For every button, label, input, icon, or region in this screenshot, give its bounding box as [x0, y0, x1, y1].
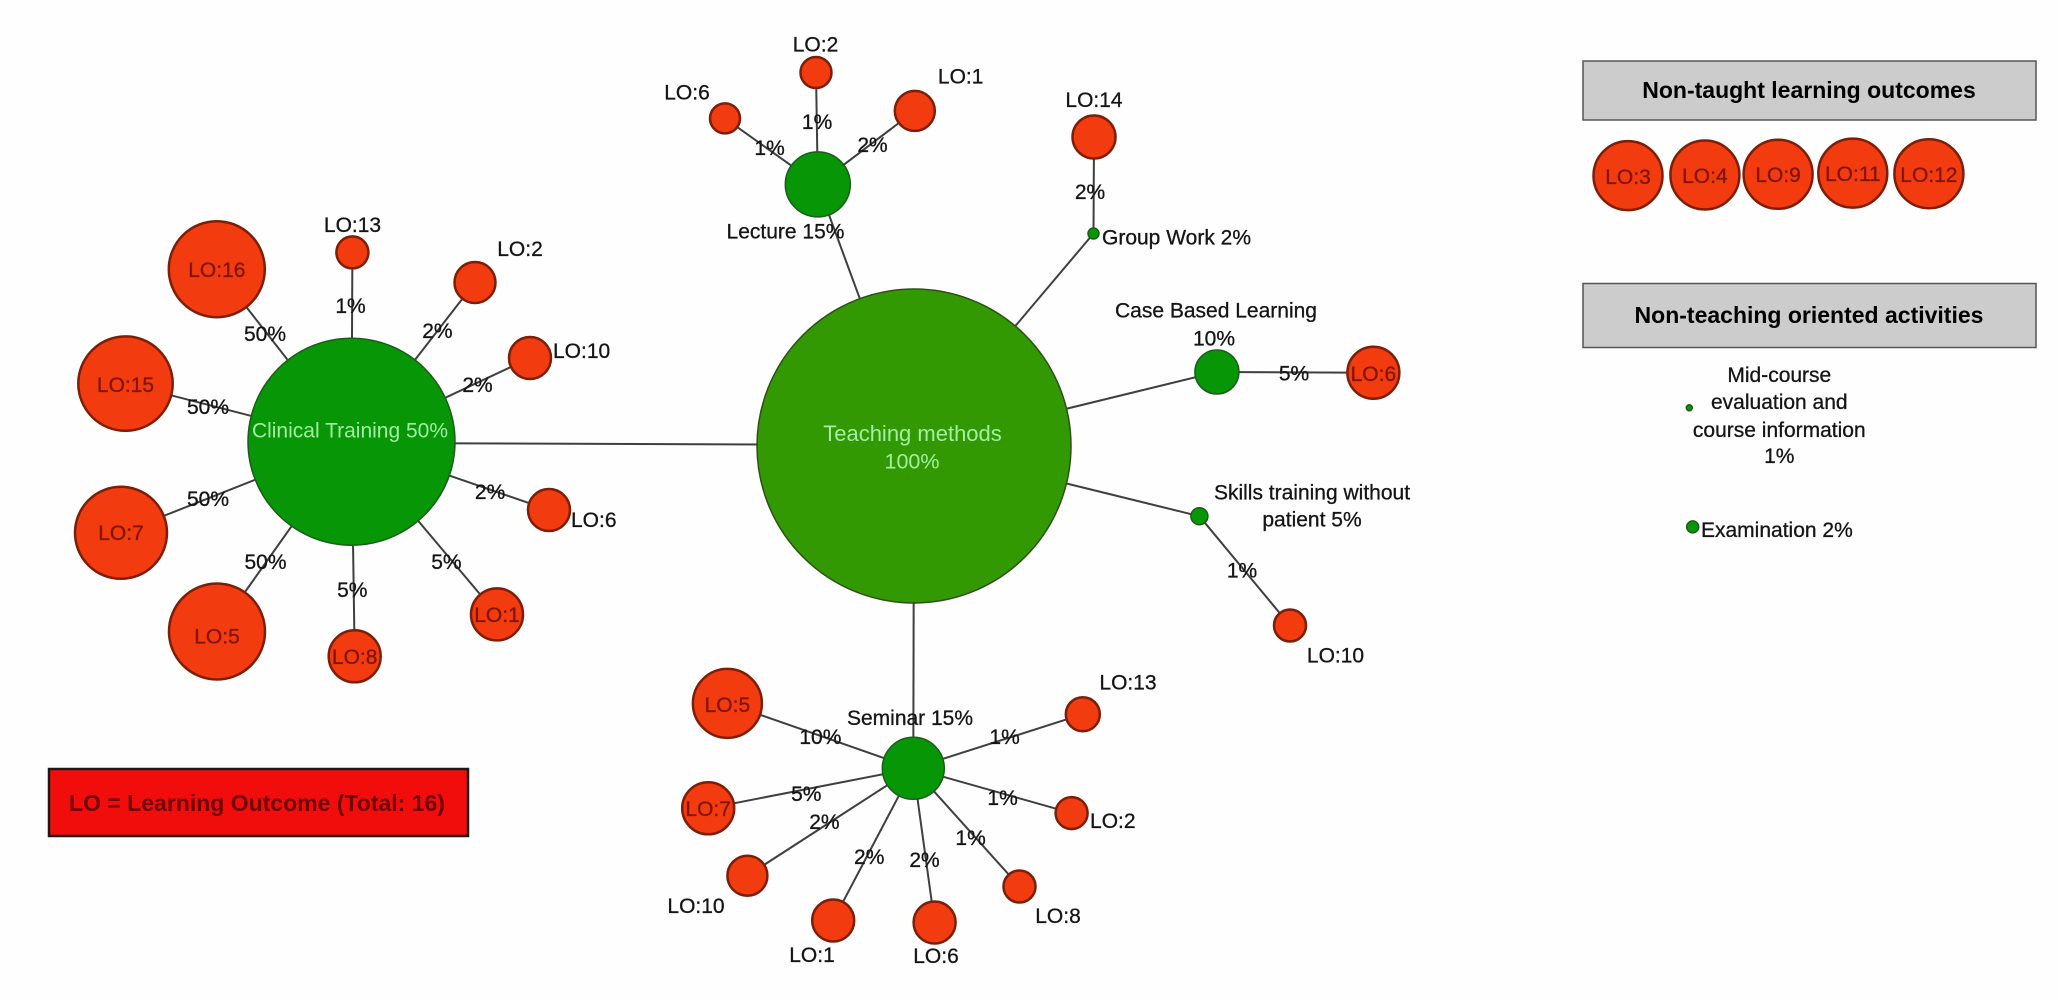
svg-text:2%: 2%	[475, 481, 505, 504]
svg-text:50%: 50%	[187, 396, 229, 419]
svg-text:LO:6: LO:6	[664, 82, 710, 105]
svg-text:LO:12: LO:12	[1900, 164, 1957, 187]
svg-text:100%: 100%	[885, 450, 940, 474]
svg-text:1%: 1%	[987, 787, 1017, 810]
svg-text:patient 5%: patient 5%	[1262, 509, 1361, 532]
svg-text:LO:8: LO:8	[1035, 905, 1081, 928]
svg-text:50%: 50%	[187, 488, 229, 511]
svg-text:Non-teaching oriented activiti: Non-teaching oriented activities	[1635, 302, 1984, 328]
svg-text:LO:2: LO:2	[1090, 810, 1136, 833]
svg-text:2%: 2%	[854, 846, 884, 869]
svg-text:course information: course information	[1693, 419, 1866, 442]
svg-text:LO:10: LO:10	[553, 340, 610, 363]
svg-text:LO:1: LO:1	[789, 944, 835, 967]
svg-text:LO:4: LO:4	[1682, 165, 1728, 188]
svg-text:1%: 1%	[989, 726, 1019, 749]
svg-text:2%: 2%	[462, 374, 492, 397]
svg-text:2%: 2%	[422, 320, 452, 343]
svg-text:LO:3: LO:3	[1605, 166, 1651, 189]
svg-text:5%: 5%	[337, 579, 367, 602]
svg-text:LO:10: LO:10	[667, 895, 724, 918]
svg-text:LO:5: LO:5	[705, 694, 751, 717]
svg-text:Case Based Learning: Case Based Learning	[1115, 300, 1317, 323]
svg-text:2%: 2%	[909, 849, 939, 872]
svg-text:50%: 50%	[244, 551, 286, 574]
svg-text:LO:9: LO:9	[1755, 164, 1801, 187]
svg-text:Examination 2%: Examination 2%	[1701, 519, 1853, 542]
svg-text:LO:5: LO:5	[194, 626, 240, 649]
svg-text:50%: 50%	[244, 323, 286, 346]
svg-text:5%: 5%	[791, 783, 821, 806]
svg-text:5%: 5%	[431, 551, 461, 574]
svg-text:LO:1: LO:1	[474, 604, 520, 627]
svg-text:LO:8: LO:8	[332, 646, 378, 669]
svg-text:Clinical Training 50%: Clinical Training 50%	[252, 420, 448, 443]
svg-text:2%: 2%	[809, 811, 839, 834]
svg-text:1%: 1%	[754, 137, 784, 160]
svg-text:LO:15: LO:15	[97, 374, 154, 397]
svg-text:10%: 10%	[1193, 328, 1235, 351]
svg-text:1%: 1%	[802, 111, 832, 134]
svg-text:10%: 10%	[799, 726, 841, 749]
svg-text:LO:16: LO:16	[188, 259, 245, 282]
svg-text:Group Work 2%: Group Work 2%	[1102, 227, 1251, 250]
svg-text:Lecture 15%: Lecture 15%	[727, 221, 845, 244]
svg-text:LO:13: LO:13	[1099, 672, 1156, 695]
svg-text:1%: 1%	[1764, 445, 1794, 468]
svg-text:1%: 1%	[1227, 560, 1257, 583]
svg-text:evaluation and: evaluation and	[1711, 391, 1848, 414]
svg-text:LO = Learning Outcome (Total:: LO = Learning Outcome (Total: 16)	[69, 790, 445, 816]
svg-text:LO:7: LO:7	[98, 522, 144, 545]
svg-text:LO:6: LO:6	[913, 945, 959, 968]
svg-text:LO:10: LO:10	[1307, 645, 1364, 668]
svg-text:5%: 5%	[1279, 363, 1309, 386]
svg-text:1%: 1%	[955, 827, 985, 850]
svg-text:LO:2: LO:2	[793, 34, 839, 57]
svg-text:Non-taught learning outcomes: Non-taught learning outcomes	[1642, 77, 1976, 103]
svg-text:Teaching methods: Teaching methods	[823, 421, 1002, 446]
svg-text:LO:14: LO:14	[1065, 89, 1123, 112]
svg-text:LO:6: LO:6	[1351, 363, 1397, 386]
svg-text:LO:11: LO:11	[1825, 163, 1881, 186]
svg-text:Seminar 15%: Seminar 15%	[847, 707, 973, 730]
svg-text:Mid-course: Mid-course	[1727, 364, 1831, 387]
svg-text:LO:2: LO:2	[497, 238, 543, 261]
svg-text:Skills training without: Skills training without	[1214, 482, 1410, 505]
svg-text:2%: 2%	[857, 134, 887, 157]
svg-text:LO:1: LO:1	[938, 66, 984, 89]
svg-text:LO:6: LO:6	[571, 509, 617, 532]
svg-text:1%: 1%	[335, 295, 365, 318]
svg-text:2%: 2%	[1075, 181, 1105, 204]
svg-text:LO:13: LO:13	[324, 214, 381, 237]
svg-text:LO:7: LO:7	[685, 798, 731, 821]
